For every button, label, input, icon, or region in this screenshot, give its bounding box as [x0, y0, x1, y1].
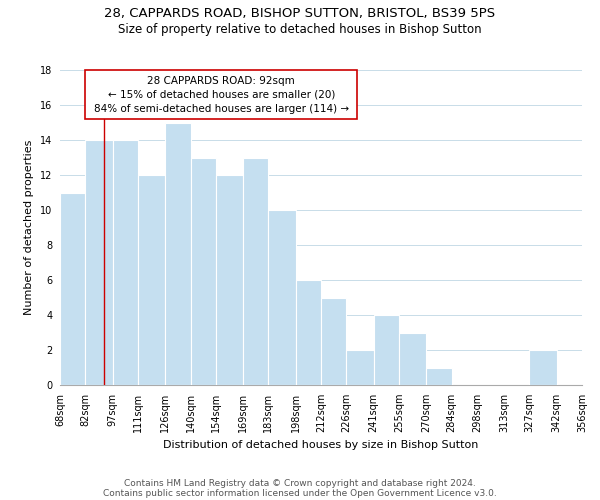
Bar: [60, 192, 85, 385]
Bar: [529, 350, 557, 385]
Bar: [85, 140, 113, 385]
Y-axis label: Number of detached properties: Number of detached properties: [25, 140, 34, 315]
Bar: [426, 368, 452, 385]
X-axis label: Distribution of detached houses by size in Bishop Sutton: Distribution of detached houses by size …: [163, 440, 479, 450]
Bar: [243, 158, 268, 385]
Bar: [113, 140, 138, 385]
Bar: [399, 332, 426, 385]
Bar: [138, 175, 165, 385]
Bar: [296, 280, 321, 385]
Bar: [165, 122, 191, 385]
Text: Contains public sector information licensed under the Open Government Licence v3: Contains public sector information licen…: [103, 488, 497, 498]
FancyBboxPatch shape: [85, 70, 357, 119]
Text: Size of property relative to detached houses in Bishop Sutton: Size of property relative to detached ho…: [118, 22, 482, 36]
Bar: [321, 298, 346, 385]
Bar: [268, 210, 296, 385]
Text: 28, CAPPARDS ROAD, BISHOP SUTTON, BRISTOL, BS39 5PS: 28, CAPPARDS ROAD, BISHOP SUTTON, BRISTO…: [104, 8, 496, 20]
Bar: [346, 350, 374, 385]
Bar: [374, 315, 399, 385]
Bar: [216, 175, 243, 385]
Bar: [191, 158, 216, 385]
Text: 28 CAPPARDS ROAD: 92sqm
← 15% of detached houses are smaller (20)
84% of semi-de: 28 CAPPARDS ROAD: 92sqm ← 15% of detache…: [94, 76, 349, 114]
Text: Contains HM Land Registry data © Crown copyright and database right 2024.: Contains HM Land Registry data © Crown c…: [124, 478, 476, 488]
